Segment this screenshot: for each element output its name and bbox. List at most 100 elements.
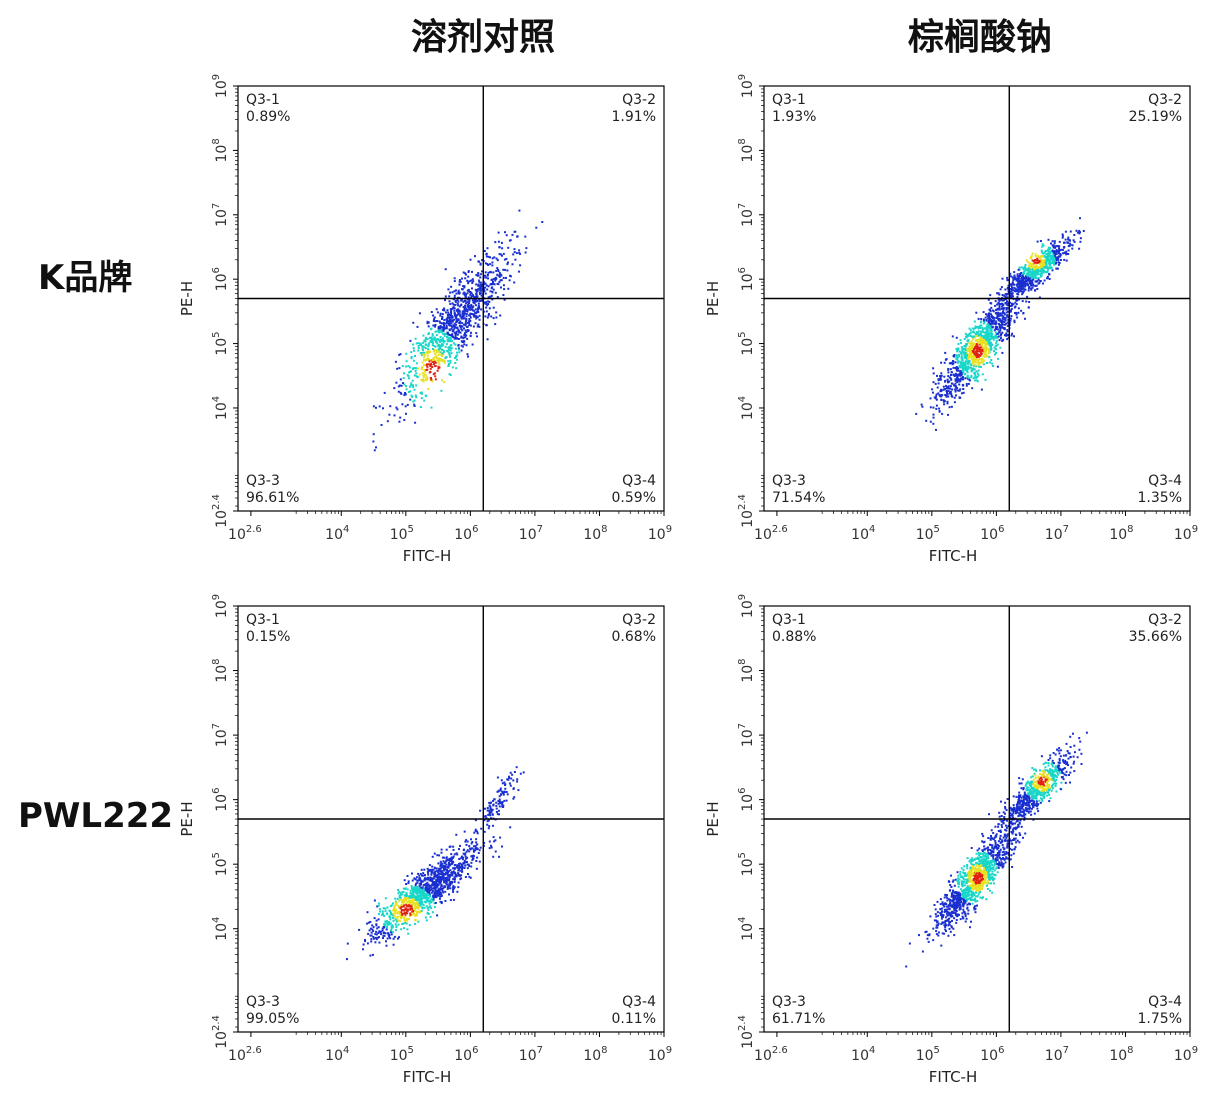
density-point (1010, 307, 1013, 310)
density-point (401, 901, 404, 904)
density-point (458, 858, 461, 860)
density-point (432, 868, 435, 871)
quadrant-percent: 71.54% (772, 490, 825, 506)
density-point (487, 314, 490, 317)
density-point (962, 362, 964, 365)
density-point (979, 324, 982, 327)
density-point (1001, 351, 1004, 354)
density-point (1007, 290, 1010, 293)
density-point (495, 804, 498, 807)
density-point (1001, 314, 1004, 317)
density-point (408, 917, 410, 920)
density-point (450, 882, 453, 885)
density-point (964, 915, 967, 918)
density-point (1015, 283, 1018, 286)
density-point (513, 771, 516, 773)
density-point (1013, 319, 1016, 322)
density-point (414, 918, 417, 921)
density-point (452, 342, 455, 345)
density-point (964, 368, 967, 371)
density-point (1016, 296, 1019, 299)
density-point (971, 335, 974, 338)
density-point (454, 334, 457, 337)
density-point (439, 870, 442, 873)
density-point (989, 310, 992, 313)
density-point (417, 879, 420, 882)
density-point (990, 334, 993, 337)
density-points (346, 766, 525, 961)
density-point (480, 827, 483, 830)
density-point (1020, 285, 1022, 288)
density-point (439, 358, 442, 360)
density-point (431, 868, 434, 871)
density-point (390, 904, 393, 907)
density-point (1032, 260, 1035, 263)
density-point (470, 331, 472, 334)
density-point (458, 351, 461, 354)
density-point (483, 283, 486, 286)
density-point (990, 314, 993, 317)
density-point (384, 920, 387, 923)
density-point (1018, 288, 1021, 290)
density-point (364, 939, 366, 941)
density-point (440, 880, 442, 883)
density-point (946, 914, 949, 917)
density-point (464, 332, 466, 335)
density-point (501, 247, 504, 250)
density-point (387, 933, 390, 936)
density-point (961, 376, 964, 378)
density-point (379, 910, 382, 913)
density-point (427, 349, 430, 352)
density-point (968, 366, 971, 369)
density-point (380, 930, 383, 933)
density-point (415, 889, 418, 892)
density-point (1001, 302, 1004, 305)
density-point (1064, 238, 1067, 241)
density-point (973, 368, 976, 371)
density-point (420, 392, 423, 395)
density-point (396, 912, 399, 915)
quadrant-percent: 99.05% (246, 1011, 299, 1027)
density-point (403, 879, 406, 882)
density-point (488, 313, 490, 315)
density-point (400, 904, 403, 907)
density-point (943, 361, 946, 364)
density-point (491, 282, 494, 285)
density-point (428, 905, 431, 908)
density-point (1030, 255, 1033, 257)
density-point (991, 878, 994, 881)
density-point (1040, 249, 1043, 252)
density-point (433, 372, 436, 375)
density-point (415, 342, 418, 345)
density-point (474, 828, 477, 831)
x-tick-label: 104 (325, 1045, 349, 1064)
density-point (450, 285, 453, 288)
density-point (978, 361, 980, 364)
density-point (1031, 286, 1034, 289)
density-point (975, 895, 978, 898)
density-point (412, 386, 415, 388)
density-point (456, 890, 459, 893)
density-point (459, 326, 462, 329)
density-point (460, 349, 463, 352)
density-point (498, 798, 501, 801)
density-point (412, 321, 415, 324)
density-point (985, 319, 988, 322)
density-point (400, 928, 403, 931)
density-point (434, 361, 437, 364)
density-point (1019, 275, 1022, 278)
density-point (492, 271, 495, 274)
density-point (489, 290, 492, 293)
density-point (434, 349, 436, 351)
density-point (480, 308, 483, 311)
density-point (399, 906, 402, 909)
density-point (386, 912, 389, 915)
density-point (485, 284, 488, 287)
density-point (1015, 288, 1018, 291)
density-point (464, 864, 467, 867)
density-point (966, 371, 969, 374)
density-point (964, 365, 967, 368)
density-point (481, 270, 484, 273)
density-point (384, 897, 387, 900)
density-point (437, 888, 440, 891)
